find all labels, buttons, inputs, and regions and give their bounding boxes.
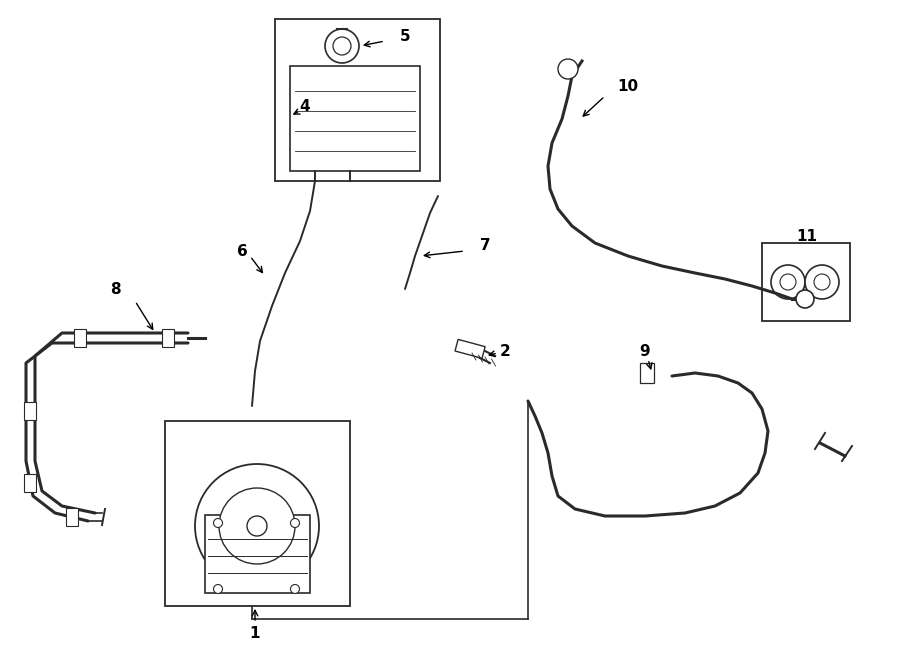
Text: 4: 4 [300,98,310,114]
Circle shape [213,584,222,594]
Circle shape [195,464,319,588]
Bar [162,329,174,347]
Bar [24,402,36,420]
Bar [74,329,86,347]
Circle shape [291,584,300,594]
Text: 10: 10 [617,79,639,93]
Circle shape [558,59,578,79]
Circle shape [780,274,796,290]
Text: 2: 2 [500,344,510,358]
Circle shape [247,516,267,536]
Bar [290,66,420,171]
Circle shape [219,488,295,564]
Text: 6: 6 [237,243,248,258]
Bar [455,339,485,358]
Circle shape [213,518,222,527]
Bar [205,515,310,593]
Text: 11: 11 [796,229,817,243]
Text: 7: 7 [480,239,491,254]
Circle shape [796,290,814,308]
Bar [24,474,36,492]
Circle shape [771,265,805,299]
Bar [640,363,654,383]
Bar [275,19,440,181]
Circle shape [325,29,359,63]
Bar [165,421,350,606]
Text: 1: 1 [249,625,260,641]
Text: 9: 9 [640,344,651,358]
Circle shape [291,518,300,527]
Circle shape [814,274,830,290]
Bar [762,243,850,321]
Circle shape [333,37,351,55]
Circle shape [805,265,839,299]
Text: 8: 8 [110,282,121,297]
Bar [66,508,78,526]
Text: 5: 5 [400,28,410,44]
